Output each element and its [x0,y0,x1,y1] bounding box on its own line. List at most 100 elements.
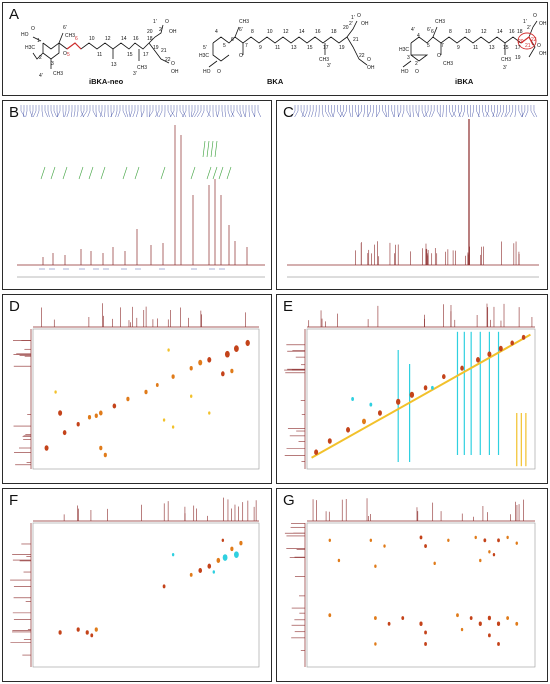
peak-label-leader [245,110,247,118]
molecule-name-ibka: iBKA [455,77,474,86]
peak-label-leader [191,110,196,118]
spectrum-c-svg [287,105,539,278]
peak-label-leader [429,110,432,118]
peak-label-leader [99,110,103,118]
contour-spot [474,535,477,540]
contour-spot [328,538,331,542]
contour-spot [99,445,103,451]
spectrum-e-svg [284,303,536,470]
molecule-name-bka: BKA [267,77,284,86]
contour-spot [479,558,482,563]
peak-label-ticks [20,105,261,118]
integral-mark [88,166,94,180]
peak-label-leader [239,110,243,118]
peak-label-leader [371,110,374,118]
integral-mark [218,166,224,180]
peak-label-leader [104,110,106,118]
spectrum-d-svg [12,303,260,470]
peak-label-leader [376,110,380,118]
peak-label-leader [148,110,154,118]
integral-mark [212,166,218,180]
molecule-name-ibka-neo: iBKA-neo [89,77,124,86]
contour-spot [456,613,459,618]
svg-text:21: 21 [161,48,167,54]
svg-text:O: O [415,69,419,75]
peak-label-leader [308,110,311,118]
svg-text:HO: HO [203,69,211,75]
svg-text:6: 6 [431,29,434,35]
plot-frame [32,522,260,668]
peak-label-leader [242,110,246,118]
svg-text:3: 3 [407,55,410,61]
integral-mark [202,140,206,158]
peak-label-leader [57,110,61,118]
svg-text:10: 10 [267,29,273,35]
svg-text:CH3: CH3 [501,57,511,63]
ibka-highlight-bond [520,36,534,46]
peak-label-leader [87,110,91,118]
peak-label-leader [170,110,175,118]
contour-spot [419,621,423,627]
peak-label-leader [47,110,50,118]
contour-spot [224,350,230,358]
svg-text:OH: OH [539,51,547,57]
peak-label-leader [497,110,501,118]
svg-text:14: 14 [121,36,127,42]
contour-spot [460,627,464,632]
integral-mark [62,166,68,180]
contour-spot [424,642,427,646]
peak-label-leader [190,110,193,118]
svg-text:9: 9 [457,45,460,51]
peak-label-leader [50,110,54,118]
contour-spot [521,334,526,340]
contour-spot [245,339,250,347]
peak-label-leader [328,110,332,118]
integral-mark [210,140,214,158]
peak-label-leader [491,110,495,118]
peak-label-leader [452,110,456,118]
contour-spot [189,365,193,371]
svg-text:O: O [171,61,175,67]
peak-label-leader [179,110,185,118]
contour-spot [162,418,166,422]
svg-text:CH3: CH3 [319,57,329,63]
panel-d-2d-nmr: D [2,294,272,484]
peak-label-leader [197,110,202,118]
svg-text:CH3: CH3 [443,61,453,67]
svg-text:CH3: CH3 [137,65,147,71]
svg-text:11: 11 [473,45,478,51]
svg-text:6': 6' [427,27,431,33]
peak-label-leader [236,110,242,118]
svg-text:16: 16 [509,29,515,35]
panel-c-13c-nmr: C [276,100,548,290]
peak-label-leader [158,110,163,118]
svg-text:O: O [437,53,441,59]
svg-text:14: 14 [299,29,305,35]
plot-frame [306,328,536,470]
panel-label-e: E [283,298,294,315]
svg-text:21: 21 [525,43,531,49]
peak-label-leader [304,110,308,118]
panel-label-d: D [9,298,20,315]
peak-label-leader [194,110,199,118]
svg-text:16: 16 [133,36,139,42]
contour-spot [58,410,63,416]
peak-label-leader [325,110,329,118]
contour-spot [198,568,203,574]
peak-label-leader [509,110,513,118]
svg-text:OH: OH [171,69,179,75]
peak-label-leader [412,110,414,118]
peak-label-leader [367,110,371,118]
panel-e-2d-nmr: E [276,294,548,484]
svg-text:6: 6 [75,36,78,42]
svg-text:18: 18 [331,29,337,35]
peak-label-leader [41,110,44,118]
contour-spot [58,630,62,635]
peak-label-leader [25,110,28,118]
contour-spot [208,411,211,415]
ibka-highlight-circle [517,32,537,50]
svg-text:O: O [31,26,35,32]
peak-label-leader [409,110,411,118]
contour-spot [171,425,175,429]
peak-label-leader [167,110,172,118]
